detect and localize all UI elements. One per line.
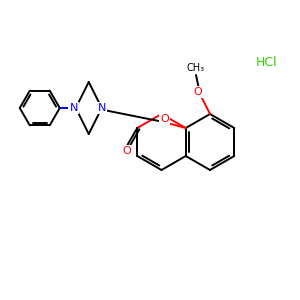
Text: HCl: HCl	[256, 56, 278, 68]
Text: CH₃: CH₃	[187, 63, 205, 73]
Text: N: N	[98, 103, 106, 113]
Text: O: O	[122, 146, 130, 156]
Text: O: O	[160, 114, 169, 124]
Text: O: O	[194, 87, 202, 97]
Text: N: N	[70, 103, 78, 113]
